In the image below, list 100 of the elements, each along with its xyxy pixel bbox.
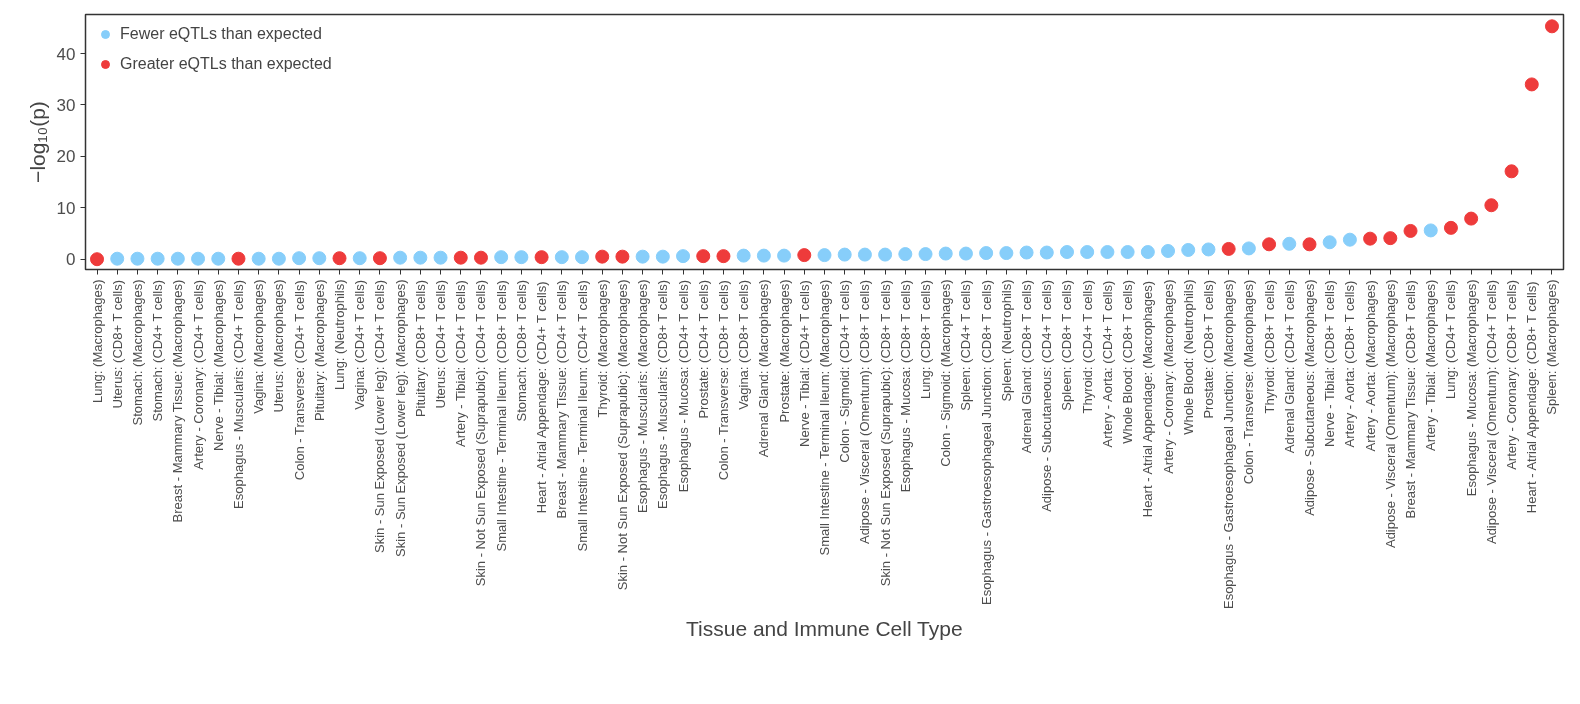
x-tick-label: Artery - Tibial: (Macrophages) — [1423, 279, 1439, 451]
point — [1383, 231, 1398, 246]
point — [211, 251, 226, 266]
x-tick-label: Esophagus - Muscularis: (Macrophages) — [635, 279, 651, 513]
x-tick-label: Spleen: (Macrophages) — [1544, 279, 1560, 415]
point — [1201, 242, 1216, 257]
x-tick-label: Thyroid: (Macrophages) — [594, 279, 610, 418]
point — [1241, 241, 1256, 256]
point — [292, 251, 307, 266]
x-axis-title: Tissue and Immune Cell Type — [686, 617, 963, 641]
point — [615, 249, 630, 264]
point — [1322, 235, 1337, 250]
x-tick-label: Whole Blood: (CD8+ T cells) — [1120, 279, 1136, 444]
x-tick-label: Esophagus - Muscularis: (CD8+ T cells) — [655, 279, 671, 509]
point — [635, 249, 650, 264]
x-tick-label: Pituitary: (CD8+ T cells) — [412, 279, 428, 418]
point — [372, 251, 387, 266]
x-tick-label: Skin - Not Sun Exposed (Suprapubic): (CD4+ T cells) — [473, 279, 489, 587]
point — [938, 246, 953, 261]
point — [191, 251, 206, 266]
x-tick-label: Heart - Atrial Appendage: (CD8+ T cells) — [1524, 281, 1540, 514]
y-tick-label: 20 — [56, 147, 76, 167]
x-tick-label: Colon - Transverse: (Macrophages) — [1241, 279, 1257, 485]
x-tick-label: Vagina: (CD4+ T cells) — [352, 279, 368, 410]
x-tick-label: Artery - Coronary: (Macrophages) — [1160, 279, 1176, 474]
point — [110, 251, 125, 266]
point — [1100, 245, 1115, 260]
point — [312, 251, 327, 266]
x-tick-label: Uterus: (CD8+ T cells) — [109, 279, 125, 409]
x-tick-label: Thyroid: (CD8+ T cells) — [1261, 279, 1277, 414]
point — [130, 251, 145, 266]
x-tick-label: Artery - Tibial: (CD4+ T cells) — [453, 280, 469, 447]
x-tick-label: Spleen: (Neutrophils) — [998, 279, 1014, 402]
x-tick-label: Adrenal Gland: (CD8+ T cells) — [1019, 279, 1035, 454]
x-tick-label: Breast - Mammary Tissue: (CD4+ T cells) — [554, 280, 570, 519]
point — [150, 251, 165, 266]
x-tick-label: Pituitary: (Macrophages) — [311, 279, 327, 422]
point — [575, 250, 590, 265]
x-tick-label: Heart - Atrial Appendage: (CD4+ T cells) — [534, 281, 550, 514]
point — [1484, 198, 1499, 213]
x-tick-label: Stomach: (CD8+ T cells) — [513, 279, 529, 422]
point — [777, 248, 792, 263]
point — [1221, 241, 1236, 256]
point — [979, 246, 994, 261]
point — [1161, 244, 1176, 258]
point — [736, 248, 751, 263]
point — [857, 247, 872, 262]
point — [756, 248, 771, 263]
y-axis-title: −log₁₀(p) — [25, 101, 49, 183]
y-tick-label: 0 — [66, 250, 76, 270]
x-tick-label: Esophagus - Mucosa: (Macrophages) — [1463, 279, 1479, 497]
x-tick-label: Skin - Not Sun Exposed (Suprapubic): (Macrophages) — [614, 279, 630, 591]
legend-label: Fewer eQTLs than expected — [120, 25, 322, 43]
y-tick-label: 10 — [56, 198, 76, 218]
x-tick-label: Artery - Aorta: (CD8+ T cells) — [1342, 280, 1358, 448]
point — [352, 251, 367, 266]
point — [413, 250, 428, 265]
point — [554, 250, 569, 265]
x-tick-label: Lung: (Macrophages) — [89, 279, 105, 404]
point — [918, 247, 933, 262]
x-tick-label: Colon - Sigmoid: (CD4+ T cells) — [837, 279, 853, 463]
x-tick-label: Adipose - Subcutaneous: (Macrophages) — [1301, 279, 1317, 516]
x-tick-label: Skin - Sun Exposed (Lower leg): (Macrophages) — [392, 279, 408, 557]
x-tick-label: Artery - Aorta: (Macrophages) — [1362, 280, 1378, 452]
x-tick-label: Esophagus - Mucosa: (CD8+ T cells) — [897, 279, 913, 493]
x-tick-label: Adrenal Gland: (CD4+ T cells) — [1281, 279, 1297, 454]
x-tick-label: Artery - Coronary: (CD4+ T cells) — [190, 279, 206, 470]
point — [716, 249, 731, 264]
x-tick-label: Spleen: (CD8+ T cells) — [1059, 279, 1075, 411]
point — [1120, 245, 1135, 260]
x-tick-label: Small Intestine - Terminal Ileum: (CD4+ T cells) — [574, 280, 590, 552]
point — [1544, 19, 1559, 34]
x-tick-label: Colon - Sigmoid: (Macrophages) — [938, 279, 954, 467]
point — [514, 250, 529, 265]
point — [1524, 77, 1539, 92]
x-tick-label: Artery - Coronary: (CD8+ T cells) — [1504, 279, 1520, 470]
x-tick-label: Nerve - Tibial: (Macrophages) — [210, 279, 226, 451]
point — [1019, 245, 1034, 260]
x-tick-label: Adipose - Subcutaneous: (CD4+ T cells) — [1039, 279, 1055, 512]
x-tick-label: Esophagus - Gastroesophageal Junction: (CD8+ T cells) — [978, 279, 994, 606]
point — [1181, 242, 1196, 257]
point — [837, 247, 852, 262]
x-tick-label: Vagina: (Macrophages) — [251, 279, 267, 414]
point — [797, 248, 812, 263]
point — [999, 246, 1014, 261]
x-tick-label: Lung: (CD4+ T cells) — [1443, 279, 1459, 400]
point — [1504, 164, 1519, 179]
point — [676, 249, 691, 264]
point — [878, 247, 893, 262]
x-tick-label: Adipose - Visceral (Omentum): (CD4+ T cells) — [1483, 279, 1499, 545]
x-tick-label: Whole Blood: (Neutrophils) — [1180, 279, 1196, 435]
point — [1443, 220, 1458, 235]
point — [1302, 237, 1317, 252]
y-tick-label: 30 — [56, 95, 76, 115]
point — [1363, 231, 1378, 246]
point — [271, 251, 286, 266]
point — [817, 248, 832, 263]
x-tick-label: Colon - Transverse: (CD8+ T cells) — [715, 280, 731, 481]
x-tick-label: Lung: (Neutrophils) — [332, 279, 348, 391]
x-tick-label: Colon - Transverse: (CD4+ T cells) — [291, 280, 307, 481]
